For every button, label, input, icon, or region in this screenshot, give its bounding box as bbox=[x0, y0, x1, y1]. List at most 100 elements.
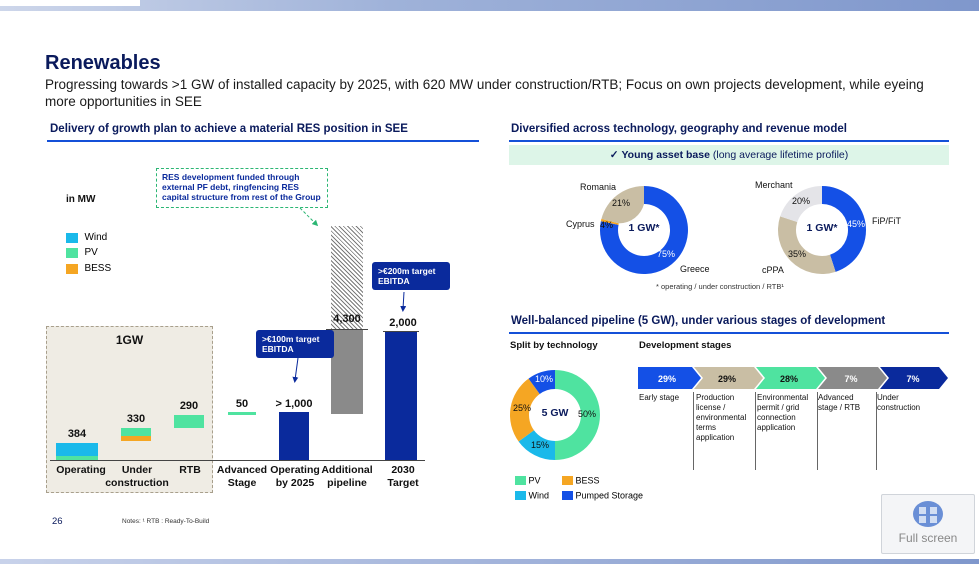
category-advanced-stage: Advanced Stage bbox=[216, 464, 268, 489]
stage-chevron-3 bbox=[756, 367, 825, 389]
value-advanced-stage: 50 bbox=[235, 398, 249, 410]
stage-label-2: Production license / environmental terms… bbox=[696, 393, 747, 442]
category-under-construction: Under construction bbox=[105, 464, 169, 489]
stage-pct-3: 28% bbox=[779, 374, 798, 384]
label-cppa: cPPA bbox=[762, 265, 784, 275]
fullscreen-icon bbox=[913, 501, 943, 527]
pct-bess: 25% bbox=[513, 403, 532, 413]
bar-additional-pipeline bbox=[331, 329, 363, 414]
value-rtb: 290 bbox=[179, 400, 199, 412]
banner-rest: (long average lifetime profile) bbox=[712, 149, 849, 161]
page-number: 26 bbox=[52, 516, 63, 527]
category-operating: Operating bbox=[56, 464, 106, 476]
donut-geography-romania bbox=[601, 186, 644, 224]
one-gw-label: 1GW bbox=[115, 333, 144, 347]
right-top-section-title: Diversified across technology, geography… bbox=[511, 123, 847, 135]
young-asset-banner: ✓ Young asset base (long average lifetim… bbox=[509, 145, 949, 165]
bar-operating-wind bbox=[56, 443, 98, 456]
donut-revenue-fipfit bbox=[822, 186, 867, 272]
pct-greece: 75% bbox=[657, 249, 676, 259]
legend-tech-pv-label: PV bbox=[528, 475, 541, 486]
value-operating-2025: > 1,000 bbox=[275, 398, 313, 410]
stage-chevron-1 bbox=[638, 367, 701, 389]
page-title: Renewables bbox=[45, 52, 161, 74]
stage-label-3: Environmental permit / grid connection a… bbox=[757, 393, 809, 432]
value-under-construction: 330 bbox=[126, 413, 146, 425]
fullscreen-button[interactable]: Full screen bbox=[881, 494, 975, 554]
top-bar bbox=[0, 0, 979, 11]
legend-tech-pumped: Pumped Storage bbox=[562, 490, 643, 501]
stage-pct-2: 29% bbox=[717, 374, 736, 384]
bar-underconstruction-pv bbox=[121, 428, 151, 436]
donut-geography-greece bbox=[599, 186, 688, 274]
stage-divider-2 bbox=[755, 392, 756, 470]
donut-revenue-merchant bbox=[780, 186, 822, 222]
donut-geography-center: 1 GW* bbox=[628, 222, 660, 234]
legend-tech-bess: BESS bbox=[562, 475, 600, 486]
legend-tech-wind-swatch bbox=[515, 491, 526, 501]
split-title: Split by technology bbox=[510, 340, 598, 351]
bar-operating-pv bbox=[56, 456, 98, 460]
donut-technology-wind bbox=[518, 430, 555, 460]
funding-note-box: RES development funded through external … bbox=[156, 168, 328, 208]
pct-wind: 15% bbox=[531, 440, 550, 450]
legend-bess-label: BESS bbox=[84, 263, 112, 275]
bar-2030-target bbox=[385, 331, 417, 460]
pct-romania: 21% bbox=[612, 198, 631, 208]
pct-fipfit: 45% bbox=[847, 219, 866, 229]
stage-chevron-2 bbox=[694, 367, 763, 389]
footnote: Notes: ¹ RTB : Ready-To-Build bbox=[122, 518, 210, 525]
bar-additional-pipeline-hatched bbox=[331, 226, 363, 329]
donut-revenue-cppa bbox=[777, 216, 836, 275]
value-2030-target: 2,000 bbox=[389, 317, 417, 329]
donut-revenue-center: 1 GW* bbox=[806, 222, 838, 234]
stage-divider-4 bbox=[876, 392, 877, 470]
label-merchant: Merchant bbox=[755, 180, 793, 190]
category-additional-pipeline: Additional pipeline bbox=[321, 464, 373, 489]
stage-chevron-4 bbox=[818, 367, 887, 389]
stage-chevrons bbox=[638, 367, 948, 389]
category-rtb: RTB bbox=[179, 464, 201, 476]
bar-operating-2025 bbox=[279, 412, 309, 460]
right-bottom-section-line bbox=[509, 332, 949, 334]
stage-pct-5: 7% bbox=[906, 374, 920, 384]
category-2030-target: 2030 Target bbox=[387, 464, 419, 489]
legend-tech-wind: Wind bbox=[515, 490, 549, 501]
label-romania: Romania bbox=[580, 182, 617, 192]
legend-tech-pumped-label: Pumped Storage bbox=[575, 490, 644, 501]
connector-target bbox=[383, 331, 419, 332]
label-fipfit: FiP/FiT bbox=[872, 216, 901, 226]
label-cyprus: Cyprus bbox=[566, 219, 595, 229]
legend-tech-pumped-swatch bbox=[562, 491, 573, 501]
left-section-line bbox=[47, 140, 479, 142]
category-operating-2025: Operating by 2025 bbox=[270, 464, 320, 489]
legend-tech-pv: PV bbox=[515, 475, 541, 486]
pct-pumped: 10% bbox=[535, 374, 554, 384]
fullscreen-label: Full screen bbox=[898, 531, 958, 545]
legend-pv: PV bbox=[66, 244, 98, 262]
stage-divider-1 bbox=[693, 392, 694, 470]
unit-label: in MW bbox=[66, 194, 96, 205]
legend-tech-bess-swatch bbox=[562, 476, 573, 486]
connector-pipeline bbox=[326, 329, 368, 330]
stages-title: Development stages bbox=[639, 340, 732, 351]
stage-pct-1: 29% bbox=[657, 374, 676, 384]
x-axis-line bbox=[50, 460, 425, 461]
donut-geography bbox=[599, 186, 688, 274]
right-bottom-section-title: Well-balanced pipeline (5 GW), under var… bbox=[511, 315, 886, 327]
bar-rtb-pv bbox=[174, 415, 204, 428]
pct-cppa: 35% bbox=[788, 249, 807, 259]
right-top-section-line bbox=[509, 140, 949, 142]
donut-revenue bbox=[777, 186, 867, 275]
legend-tech-bess-label: BESS bbox=[575, 475, 600, 486]
banner-bold: Young asset base bbox=[621, 149, 710, 161]
check-icon: ✓ bbox=[609, 149, 619, 161]
donut-technology-pv bbox=[555, 370, 600, 460]
donut-geography-cyprus bbox=[600, 218, 619, 225]
stage-label-1: Early stage bbox=[639, 393, 680, 402]
left-section-title: Delivery of growth plan to achieve a mat… bbox=[50, 123, 408, 135]
legend-pv-swatch bbox=[66, 247, 78, 258]
pct-merchant: 20% bbox=[792, 196, 811, 206]
label-greece: Greece bbox=[680, 264, 710, 274]
